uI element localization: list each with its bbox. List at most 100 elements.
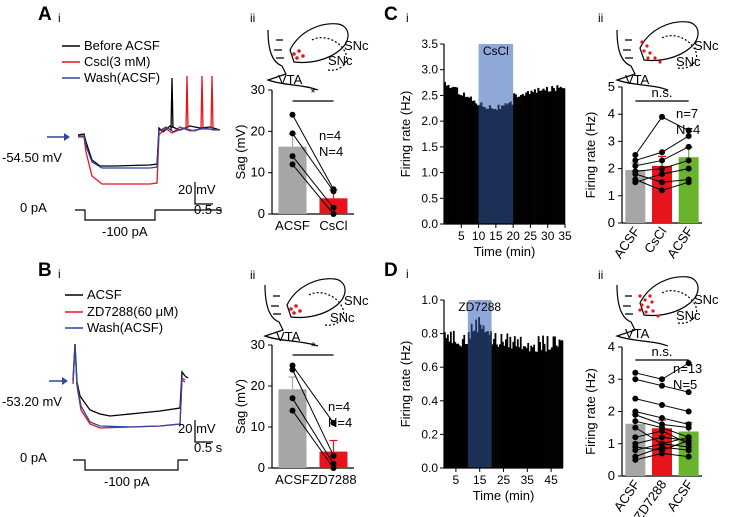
- error-bar: [288, 376, 297, 390]
- histogram-bar: [461, 95, 464, 224]
- panel-c: C i ii SNc SNc VTA: [384, 4, 719, 91]
- y-tick-label: 1: [608, 188, 615, 203]
- y-tick-label: 4: [608, 106, 615, 121]
- histogram-bar: [549, 349, 552, 468]
- bar-acsf: [278, 389, 307, 468]
- histogram-bar: [468, 97, 471, 224]
- histogram-bar: [507, 102, 510, 224]
- region-label-b-3: VTA: [276, 329, 301, 344]
- histogram-bar: [533, 89, 536, 224]
- x-tick-label: 35: [558, 229, 572, 243]
- histogram-bar: [539, 90, 542, 224]
- legend-label-wash: Wash(ACSF): [87, 320, 163, 335]
- x-tick-label: ZD7288: [310, 472, 356, 487]
- histogram-bar: [476, 105, 479, 224]
- y-tick-label: 10: [251, 165, 265, 180]
- histogram-bar: [519, 336, 522, 468]
- histogram-bar: [535, 92, 538, 225]
- y-tick-label: 0.8: [421, 327, 438, 341]
- histogram-bar: [469, 96, 472, 224]
- zero-pa-b: 0 pA: [20, 450, 47, 465]
- histogram-bar: [466, 96, 469, 224]
- histogram-bar: [525, 92, 528, 225]
- bar-acsf: [625, 169, 646, 223]
- data-point: [685, 408, 692, 415]
- N-label: N=5: [673, 377, 697, 392]
- x-tick-label: 25: [524, 229, 538, 243]
- histogram-bar: [512, 341, 515, 468]
- panel-c-ii-label: ii: [598, 11, 603, 25]
- histogram-bar: [516, 97, 519, 224]
- histogram-bar: [492, 109, 495, 224]
- histogram-bar: [559, 86, 562, 224]
- data-point: [289, 153, 296, 160]
- bar-zd7288: [319, 451, 348, 468]
- data-point: [632, 456, 639, 463]
- histogram-bar: [518, 347, 521, 468]
- data-point: [659, 427, 665, 434]
- data-point: [685, 360, 692, 367]
- data-point: [659, 179, 665, 186]
- histogram-bar: [444, 332, 446, 468]
- histogram-bar: [495, 109, 498, 224]
- region-label-b-1: SNc: [344, 293, 369, 308]
- histogram-bar: [485, 108, 488, 224]
- significance-label: *: [310, 85, 315, 100]
- panel-a: A i ii Before ACSF Cscl(3 mM) Wash(ACSF)…: [2, 4, 369, 239]
- histogram-bar: [460, 346, 463, 468]
- histogram-bar: [506, 104, 509, 224]
- histogram-bar: [533, 344, 536, 468]
- drug-label: ZD7288: [458, 300, 501, 314]
- y-tick-label: 0.6: [421, 360, 438, 374]
- panel-c-letter: C: [384, 4, 398, 25]
- paired-line: [292, 369, 334, 456]
- step-label-a: -100 pA: [102, 224, 148, 239]
- n-label: n=7: [676, 106, 698, 121]
- data-point: [289, 395, 296, 402]
- N-label: N=4: [676, 122, 700, 137]
- data-point: [685, 389, 692, 396]
- x-tick-label: 15: [473, 473, 487, 487]
- data-point: [632, 376, 639, 383]
- histogram-bar: [454, 342, 457, 468]
- histogram-bar: [466, 344, 469, 468]
- x-tick-label: ACSF: [275, 218, 310, 233]
- y-tick-label: 30: [251, 337, 265, 352]
- histogram-bar: [455, 343, 458, 468]
- data-point: [685, 437, 692, 444]
- histogram-bar: [551, 86, 554, 224]
- histogram-bar: [530, 345, 533, 468]
- histogram-bar: [514, 94, 517, 225]
- current-step-a: [75, 209, 222, 221]
- histogram-bar: [481, 328, 483, 468]
- dot-cluster-c: [640, 40, 662, 64]
- histogram-bar: [531, 347, 534, 468]
- histogram-bar: [499, 109, 502, 224]
- histogram-bar: [478, 317, 480, 468]
- histogram-bar: [548, 349, 550, 468]
- histogram-bar: [511, 104, 514, 224]
- bar-acsf: [678, 157, 699, 223]
- histogram-bar: [469, 338, 472, 468]
- panel-d-i-label: i: [406, 267, 409, 281]
- data-point: [289, 111, 296, 118]
- histogram-bar: [499, 344, 501, 468]
- y-tick-label: 0.2: [421, 427, 438, 441]
- histogram-bar: [542, 335, 544, 468]
- histogram-bar: [463, 92, 466, 224]
- brain-schematic-b: [263, 278, 346, 347]
- histogram-bar: [493, 338, 495, 468]
- n-label: n=13: [673, 361, 702, 376]
- panel-a-i-label: i: [58, 11, 61, 25]
- n-label: n=4: [328, 399, 350, 414]
- data-point: [289, 362, 296, 369]
- histogram-bar: [518, 96, 521, 224]
- paired-line: [292, 398, 334, 465]
- histogram-bar: [542, 88, 545, 224]
- histogram-bar: [472, 331, 475, 468]
- legend-label-acsf: ACSF: [87, 287, 122, 302]
- histogram-bar: [497, 104, 500, 224]
- step-label-b: -100 pA: [104, 474, 150, 489]
- panel-d-letter: D: [384, 260, 398, 281]
- histogram-bar: [500, 333, 503, 468]
